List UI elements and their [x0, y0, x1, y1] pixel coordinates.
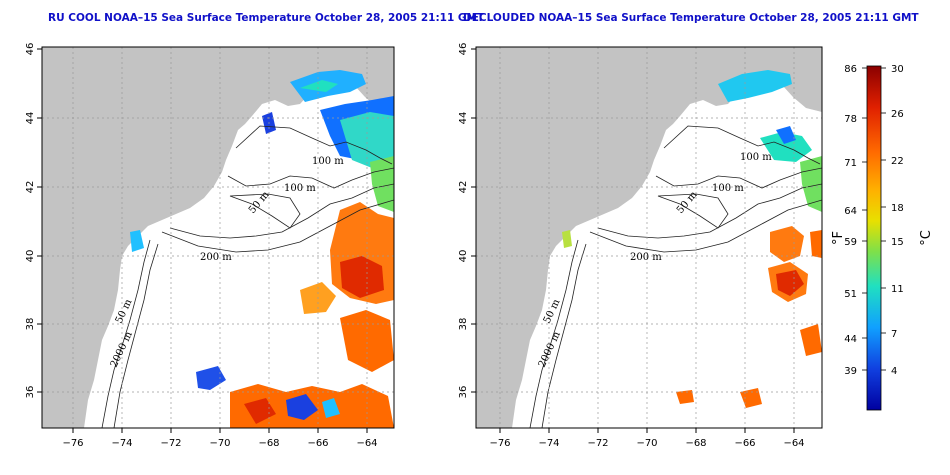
colorbar-f-label: 64 — [844, 206, 857, 217]
colorbar-c-label: 18 — [891, 203, 904, 214]
right-x-tick: −66 — [734, 438, 755, 449]
right-y-tick: 44 — [458, 112, 469, 125]
left-isobaths — [101, 125, 394, 428]
left-label-200m: 200 m — [200, 252, 232, 263]
left-x-axis: −76 −74 −72 −70 −68 −66 −64 — [62, 428, 378, 449]
right-x-tick: −76 — [489, 438, 510, 449]
left-x-tick: −70 — [209, 438, 230, 449]
colorbar-f-label: 78 — [844, 114, 857, 125]
right-label-100m-a: 100 m — [712, 183, 744, 194]
colorbar-f-label: 59 — [844, 237, 857, 248]
left-y-tick: 44 — [25, 112, 36, 125]
right-isobaths — [529, 125, 822, 428]
left-label-100m-b: 100 m — [312, 156, 344, 167]
left-x-tick: −74 — [111, 438, 132, 449]
left-x-tick: −72 — [160, 438, 181, 449]
right-x-tick: −74 — [538, 438, 559, 449]
colorbar-c-label: 22 — [891, 156, 904, 167]
left-y-tick: 40 — [25, 250, 36, 263]
right-y-tick: 36 — [458, 386, 469, 399]
left-map: 50 m 100 m 100 m 200 m 50 m 2000 m — [41, 46, 395, 429]
right-label-200m: 200 m — [630, 252, 662, 263]
colorbar-c-label: 15 — [891, 237, 904, 248]
colorbar-gradient — [866, 65, 882, 411]
right-map-title: DECLOUDED NOAA–15 Sea Surface Temperatur… — [463, 12, 919, 24]
left-map-title: RU COOL NOAA–15 Sea Surface Temperature … — [48, 12, 485, 24]
right-x-tick: −70 — [636, 438, 657, 449]
right-x-tick: −72 — [587, 438, 608, 449]
left-x-tick: −68 — [258, 438, 279, 449]
right-gridlines — [476, 47, 822, 428]
left-gridlines — [42, 47, 394, 428]
left-y-tick: 38 — [25, 318, 36, 331]
left-x-tick: −76 — [62, 438, 83, 449]
colorbar-f-label: 44 — [844, 334, 857, 345]
right-map: 50 m 100 m 100 m 200 m 50 m 2000 m — [475, 46, 823, 429]
colorbar-f-label: 51 — [844, 289, 857, 300]
colorbar-unit-fahrenheit: °F — [831, 231, 846, 245]
left-y-tick: 36 — [25, 386, 36, 399]
colorbar-f-label: 39 — [844, 366, 857, 377]
right-x-tick: −64 — [783, 438, 804, 449]
right-x-tick: −68 — [685, 438, 706, 449]
colorbar-f-label: 71 — [844, 158, 857, 169]
left-y-tick: 42 — [25, 181, 36, 194]
right-y-tick: 46 — [458, 43, 469, 56]
colorbar-f-label: 86 — [844, 64, 857, 75]
right-map-land — [476, 47, 822, 428]
colorbar-c-label: 7 — [891, 329, 897, 340]
right-y-axis: 46 44 42 40 38 36 — [458, 43, 476, 399]
colorbar-c-label: 4 — [891, 366, 897, 377]
right-map-frame — [475, 46, 823, 429]
colorbar-c-label: 26 — [891, 109, 904, 120]
left-y-axis: 46 44 42 40 38 36 — [25, 43, 42, 399]
left-x-tick: −64 — [356, 438, 377, 449]
left-map-land — [42, 47, 394, 428]
left-y-tick: 46 — [25, 43, 36, 56]
right-y-tick: 42 — [458, 181, 469, 194]
right-y-tick: 38 — [458, 318, 469, 331]
colorbar-c-label: 11 — [891, 284, 904, 295]
right-x-axis: −76 −74 −72 −70 −68 −66 −64 — [489, 428, 805, 449]
colorbar: 86 78 71 64 59 51 44 39 30 26 22 18 15 1… — [831, 64, 934, 411]
colorbar-unit-celsius: °C — [919, 230, 934, 246]
right-label-100m-b: 100 m — [740, 152, 772, 163]
colorbar-c-label: 30 — [891, 64, 904, 75]
left-label-100m-a: 100 m — [284, 183, 316, 194]
right-sst-patches — [562, 70, 822, 408]
left-map-frame — [41, 46, 395, 429]
left-x-tick: −66 — [307, 438, 328, 449]
right-y-tick: 40 — [458, 250, 469, 263]
